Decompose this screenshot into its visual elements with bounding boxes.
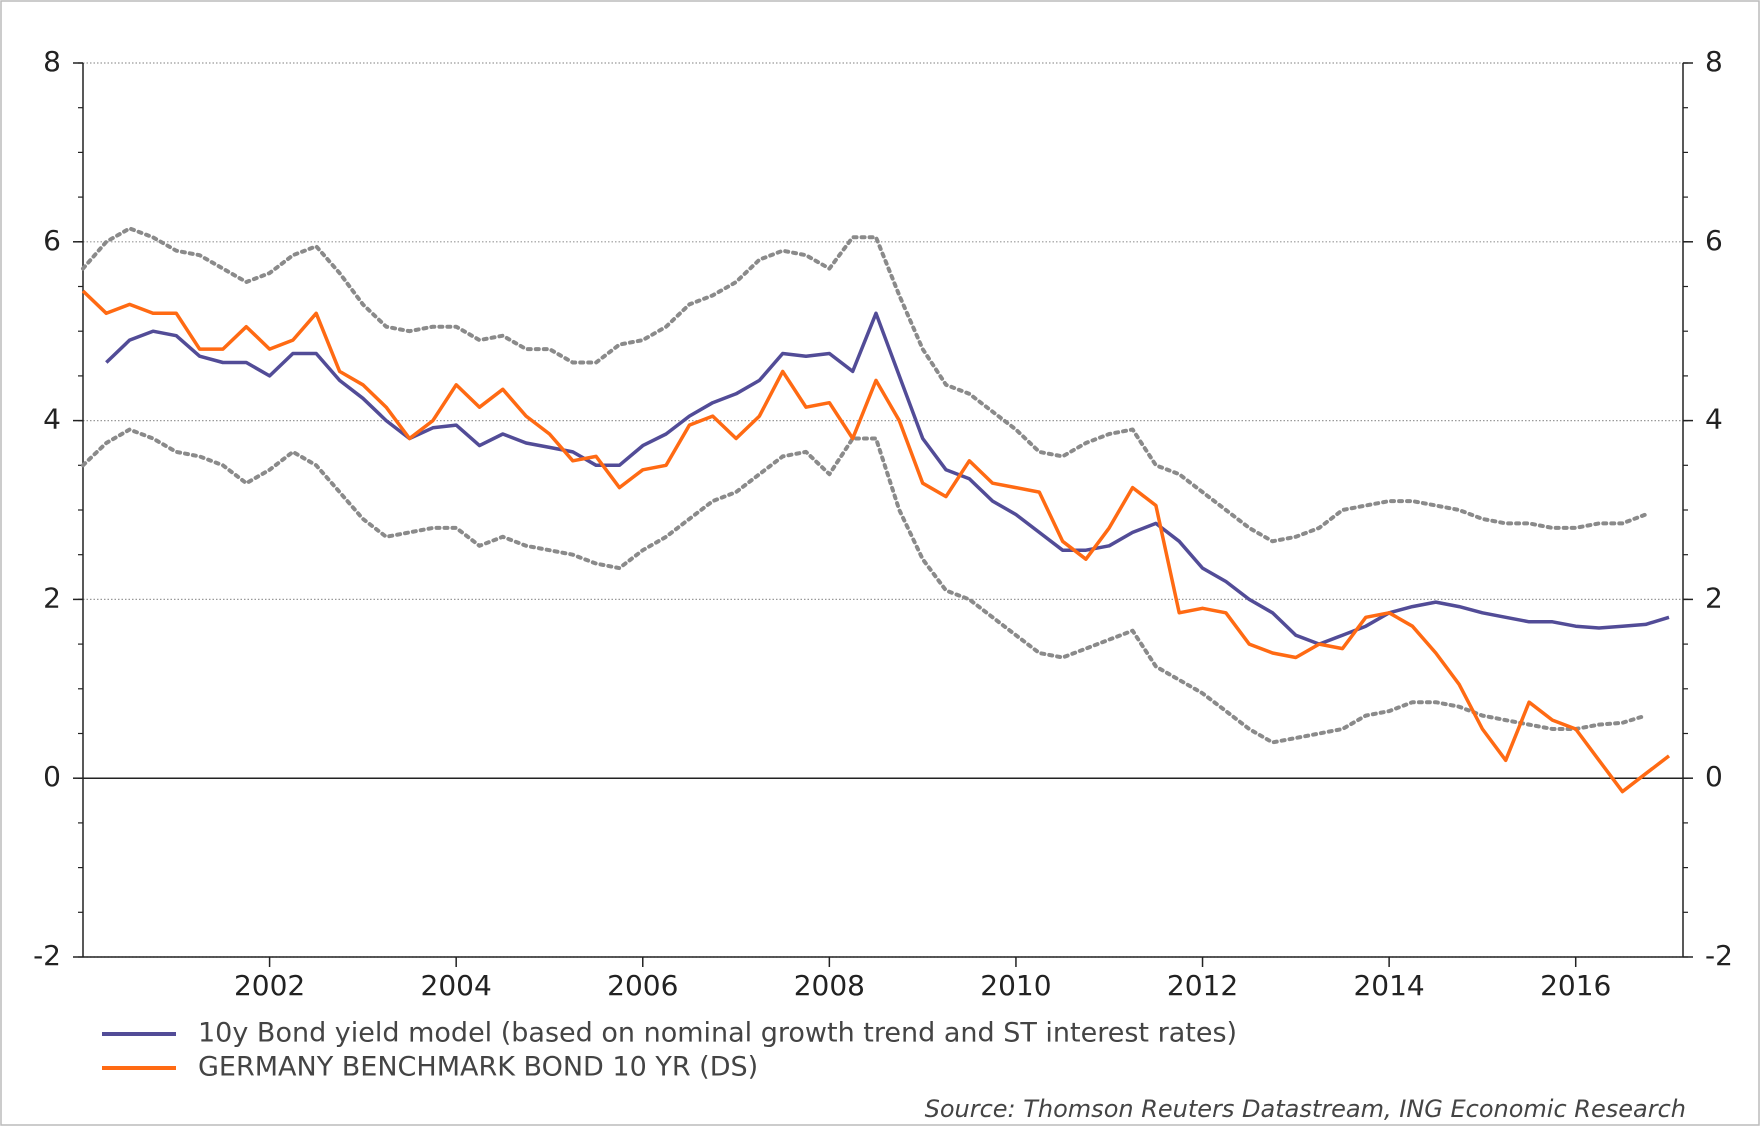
x-tick-label: 2004 — [421, 969, 492, 1002]
x-tick-label: 2008 — [794, 969, 865, 1002]
y-tick-label: 4 — [43, 403, 61, 436]
series-line — [105, 311, 1670, 646]
y-tick-label: -2 — [33, 939, 61, 972]
y-tick-label: 8 — [43, 45, 61, 78]
y-tick-label: 2 — [43, 581, 61, 614]
y2-tick-label: 2 — [1705, 581, 1723, 614]
source: Source: Thomson Reuters Datastream, ING … — [925, 1095, 1686, 1123]
band-line — [81, 226, 1648, 544]
y2-tick-label: 8 — [1705, 45, 1723, 78]
y-tick-label: 0 — [43, 760, 61, 793]
y-tick-label: 6 — [43, 224, 61, 257]
y2-tick-label: -2 — [1705, 939, 1733, 972]
legend-label: GERMANY BENCHMARK BOND 10 YR (DS) — [198, 1052, 758, 1083]
x-tick-label: 2002 — [234, 969, 305, 1002]
y2-tick-label: 6 — [1705, 224, 1723, 257]
x-tick-label: 2016 — [1540, 969, 1611, 1002]
y2-tick-label: 0 — [1705, 760, 1723, 793]
x-tick-label: 2006 — [607, 969, 678, 1002]
x-tick-label: 2012 — [1167, 969, 1238, 1002]
x-tick-label: 2014 — [1353, 969, 1424, 1002]
y2-tick-label: 4 — [1705, 403, 1723, 436]
legend-label: 10y Bond yield model (based on nominal g… — [198, 1018, 1237, 1049]
band-line — [81, 427, 1648, 745]
series-line — [81, 289, 1671, 794]
x-tick-label: 2010 — [980, 969, 1051, 1002]
